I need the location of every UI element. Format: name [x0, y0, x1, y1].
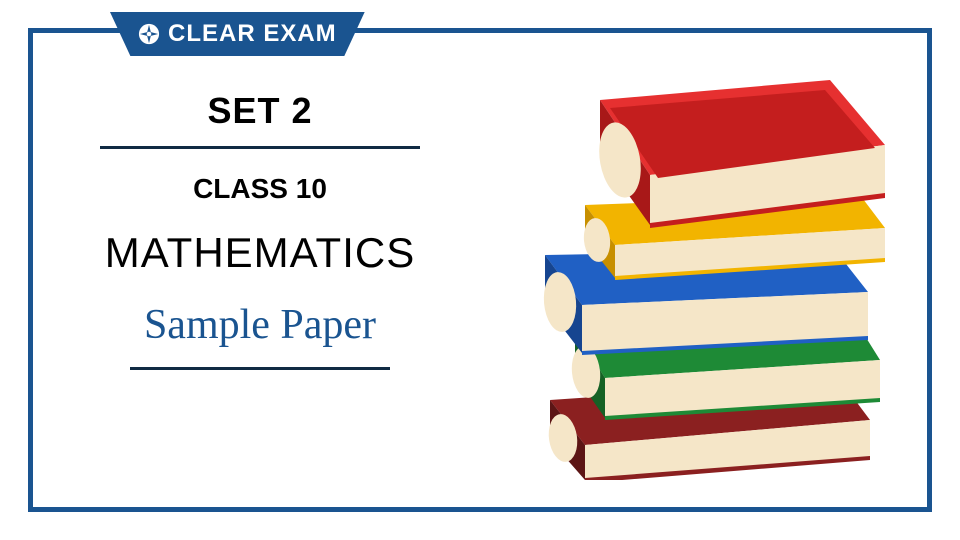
divider-bottom [130, 367, 390, 370]
subject-label: MATHEMATICS [70, 229, 450, 277]
text-content: SET 2 CLASS 10 MATHEMATICS Sample Paper [70, 90, 450, 370]
compass-icon [138, 23, 160, 45]
set-label: SET 2 [70, 90, 450, 146]
divider-top [100, 146, 420, 149]
brand-badge: CLEAR EXAM [110, 12, 365, 56]
class-label: CLASS 10 [70, 173, 450, 205]
paper-type-label: Sample Paper [70, 301, 450, 367]
brand-text: CLEAR EXAM [168, 20, 337, 48]
books-illustration [490, 60, 910, 480]
